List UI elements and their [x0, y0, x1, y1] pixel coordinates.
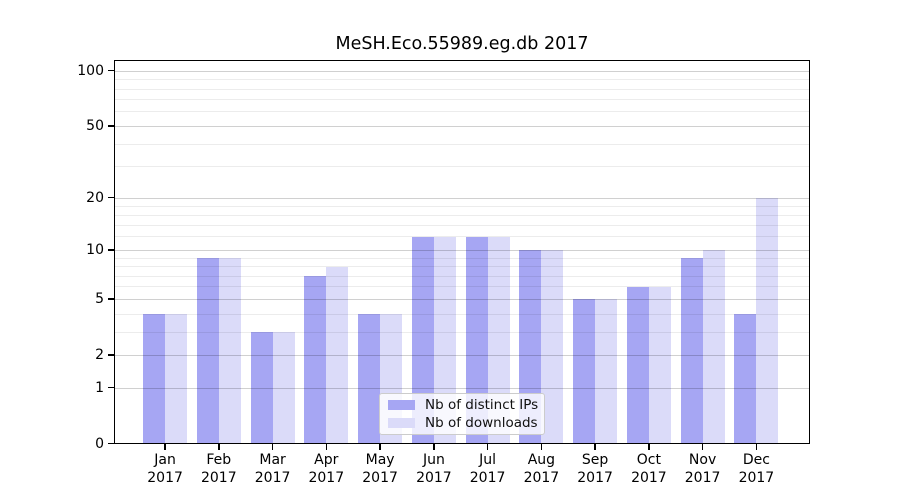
bar-feb-downloads	[218, 258, 241, 444]
y-tick-label-0: 0	[95, 435, 104, 452]
x-tick-nov	[701, 444, 704, 450]
legend-label-distinct-ips: Nb of distinct IPs	[425, 396, 539, 413]
bar-jun-distinct-ips	[411, 236, 434, 444]
minor-gridline-8	[114, 266, 810, 267]
bar-sep-downloads	[595, 299, 618, 444]
legend-row-distinct-ips: Nb of distinct IPs	[380, 397, 544, 413]
minor-gridline-70	[114, 99, 810, 101]
y-tick-2	[108, 354, 114, 356]
x-tick-label-may: May 2017	[362, 452, 398, 486]
y-tick-0	[108, 442, 114, 445]
minor-gridline-30	[114, 166, 810, 168]
x-tick-sep	[594, 444, 596, 450]
bar-apr-distinct-ips	[304, 276, 327, 444]
plot-area: 0 1 2 5 10 20 50 100 Jan 2017 Feb 2017 Mar 2017 Apr 201…	[77, 60, 810, 486]
axes-layer: 0 1 2 5 10 20 50 100 Jan 2017 Feb 2017 Mar 2017 Apr 201…	[77, 60, 810, 486]
bar-mar-downloads	[272, 332, 295, 444]
x-tick-feb	[218, 444, 220, 450]
y-tick-label-20: 20	[86, 189, 104, 206]
bar-dec-distinct-ips	[734, 314, 757, 444]
x-tick-dec	[755, 444, 758, 450]
legend: Nb of distinct IPs Nb of downloads	[379, 393, 545, 435]
minor-gridline-80	[114, 88, 810, 90]
x-tick-apr	[325, 444, 328, 450]
major-gridline-50	[114, 125, 810, 127]
major-gridline-2	[114, 354, 810, 356]
y-tick-label-5: 5	[95, 290, 104, 307]
x-tick-label-aug: Aug 2017	[523, 452, 560, 486]
x-tick-label-dec: Dec 2017	[738, 452, 775, 486]
bar-dec-downloads	[756, 198, 779, 444]
bar-may-distinct-ips	[358, 314, 381, 444]
minor-gridline-18	[114, 205, 810, 207]
x-tick-mar	[271, 444, 274, 450]
bar-feb-distinct-ips	[196, 258, 219, 444]
minor-gridline-16	[114, 214, 810, 216]
legend-swatch-downloads	[388, 418, 415, 429]
axes-frame	[114, 60, 810, 444]
x-tick-label-apr: Apr 2017	[308, 452, 345, 486]
y-tick-label-1: 1	[95, 379, 104, 396]
x-tick-label-feb: Feb 2017	[200, 452, 237, 486]
grid-layer	[114, 60, 810, 444]
x-tick-oct	[648, 444, 650, 450]
minor-gridline-3	[114, 331, 810, 333]
bar-jul-distinct-ips	[465, 236, 488, 444]
y-tick-5	[108, 298, 114, 300]
bar-sep-distinct-ips	[573, 299, 596, 444]
x-tick-may	[379, 444, 381, 450]
bar-jan-downloads	[165, 314, 188, 444]
bar-jul-downloads	[487, 236, 510, 444]
minor-gridline-40	[114, 143, 810, 145]
minor-gridline-7	[114, 275, 810, 277]
y-tick-50	[108, 125, 114, 127]
y-tick-label-100: 100	[77, 62, 104, 79]
x-tick-label-nov: Nov 2017	[684, 452, 721, 486]
minor-gridline-9	[114, 257, 810, 259]
x-tick-label-mar: Mar 2017	[254, 452, 291, 486]
minor-gridline-6	[114, 286, 810, 288]
bar-aug-downloads	[541, 250, 564, 444]
bar-jun-downloads	[433, 236, 456, 444]
y-tick-1	[108, 386, 114, 389]
y-tick-20	[108, 196, 114, 199]
major-gridline-10	[114, 249, 810, 251]
major-gridline-5	[114, 298, 810, 300]
minor-gridline-14	[114, 224, 810, 226]
legend-label-downloads: Nb of downloads	[425, 415, 538, 432]
bar-nov-downloads	[702, 250, 725, 444]
major-gridline-20	[114, 197, 810, 199]
bar-apr-downloads	[326, 266, 349, 444]
y-tick-100	[108, 69, 114, 72]
bar-nov-distinct-ips	[680, 258, 703, 444]
minor-gridline-12	[114, 236, 810, 238]
x-tick-jul	[486, 444, 489, 450]
major-gridline-100	[114, 70, 810, 72]
bar-mar-distinct-ips	[250, 332, 273, 444]
x-tick-label-oct: Oct 2017	[631, 452, 667, 486]
x-tick-label-jun: Jun 2017	[416, 452, 452, 486]
y-tick-label-50: 50	[86, 117, 104, 134]
y-tick-10	[108, 249, 114, 251]
major-gridline-1	[114, 387, 810, 389]
minor-gridline-90	[114, 79, 810, 81]
bar-oct-downloads	[648, 286, 671, 444]
y-tick-label-10: 10	[86, 241, 104, 258]
y-tick-label-2: 2	[95, 346, 104, 363]
x-tick-label-sep: Sep 2017	[577, 452, 613, 486]
legend-swatch-distinct-ips	[388, 399, 415, 410]
legend-row-downloads: Nb of downloads	[380, 415, 544, 431]
x-tick-jan	[164, 444, 166, 450]
x-tick-label-jul: Jul 2017	[469, 452, 506, 486]
x-tick-label-jan: Jan 2017	[147, 452, 183, 486]
bar-oct-distinct-ips	[626, 286, 649, 444]
x-tick-aug	[540, 444, 543, 450]
minor-gridline-4	[114, 313, 810, 315]
minor-gridline-60	[114, 111, 810, 113]
x-tick-jun	[433, 444, 435, 450]
chart-title: MeSH.Eco.55989.eg.db 2017	[335, 34, 589, 54]
bar-jan-distinct-ips	[143, 314, 166, 444]
